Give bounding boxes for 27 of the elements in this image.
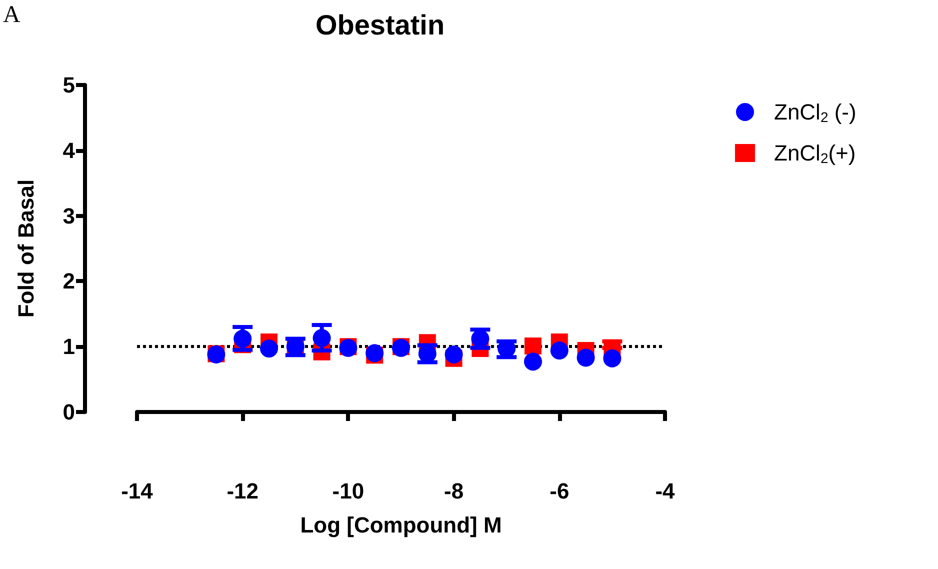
y-tick-label: 0 xyxy=(62,400,75,424)
legend-label: ZnCl2 (-) xyxy=(774,100,856,125)
y-tick-label: 2 xyxy=(62,268,75,294)
point xyxy=(603,349,622,368)
x-tick-label: -14 xyxy=(121,478,154,504)
x-tick-label: -6 xyxy=(550,478,570,504)
x-tick-label: -10 xyxy=(332,478,364,504)
legend-label: ZnCl2(+) xyxy=(774,140,856,166)
point xyxy=(312,329,331,348)
point xyxy=(444,345,463,364)
y-tick-label: 4 xyxy=(62,138,76,163)
point xyxy=(576,348,595,367)
x-tick-label: -4 xyxy=(655,478,676,504)
y-axis-title: Fold of Basal xyxy=(14,179,38,318)
chart-title: Obestatin xyxy=(315,10,445,40)
text: A xyxy=(3,2,20,29)
point xyxy=(550,342,568,360)
x-tick-label: -8 xyxy=(444,478,464,504)
y-tick-label: 1 xyxy=(62,334,75,360)
y-tick-label: 3 xyxy=(62,203,75,228)
point xyxy=(524,337,542,354)
y-tick-label: 5 xyxy=(62,72,75,98)
point xyxy=(260,340,278,358)
x-axis-title: Log [Compound] M xyxy=(300,512,502,538)
point xyxy=(524,352,542,371)
x-tick-label: -12 xyxy=(226,478,258,504)
point xyxy=(234,330,252,348)
